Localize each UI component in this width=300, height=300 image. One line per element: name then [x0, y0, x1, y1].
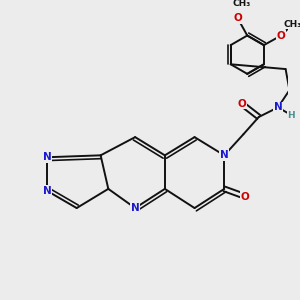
Text: H: H: [287, 111, 295, 120]
Text: N: N: [131, 203, 140, 213]
Text: N: N: [43, 152, 51, 162]
Text: O: O: [241, 191, 250, 202]
Text: CH₃: CH₃: [232, 0, 250, 8]
Text: N: N: [43, 186, 51, 196]
Text: O: O: [237, 99, 246, 109]
Text: N: N: [274, 102, 282, 112]
Text: O: O: [233, 13, 242, 23]
Text: O: O: [277, 31, 286, 40]
Text: CH₃: CH₃: [284, 20, 300, 28]
Text: N: N: [220, 150, 229, 160]
